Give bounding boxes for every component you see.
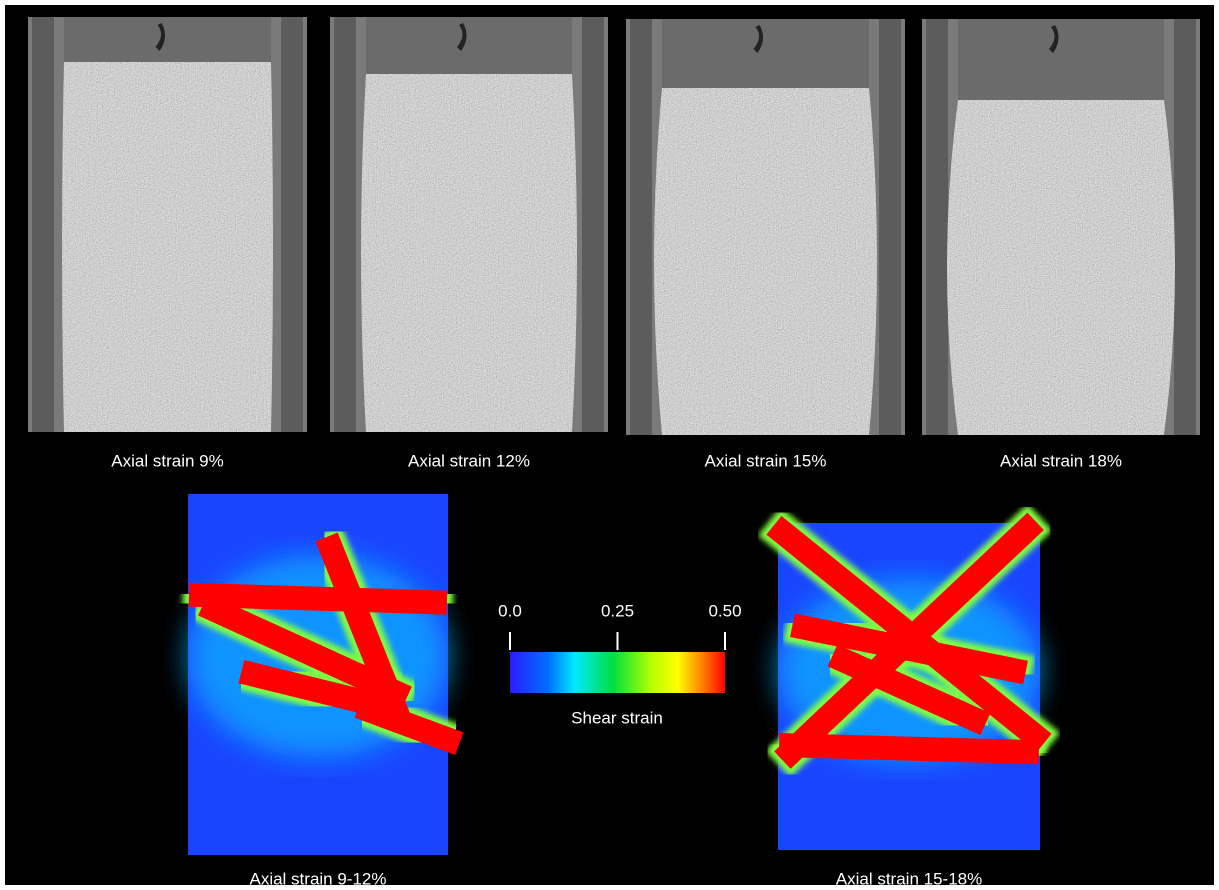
xray-side <box>582 17 604 432</box>
colorbar-label: Shear strain <box>571 708 663 727</box>
map-caption: Axial strain 15-18% <box>836 869 982 888</box>
grip <box>662 19 869 88</box>
strain-band <box>791 745 1027 752</box>
grip <box>958 19 1164 100</box>
xray-side <box>879 19 901 435</box>
specimen <box>654 88 877 435</box>
panel-caption: Axial strain 12% <box>408 451 530 470</box>
map-caption: Axial strain 9-12% <box>249 869 386 888</box>
colorbar <box>510 652 725 693</box>
specimen <box>361 74 577 432</box>
figure: Shear strain Axial strain 9% Axial strain… <box>0 0 1219 890</box>
specimen <box>947 100 1175 435</box>
colorbar-tick-label: 0.0 <box>498 601 522 620</box>
xray-side <box>926 19 948 435</box>
xray-side <box>630 19 652 435</box>
panel-caption: Axial strain 15% <box>705 451 827 470</box>
panel-caption: Axial strain 9% <box>111 451 223 470</box>
panel-caption: Axial strain 18% <box>1000 451 1122 470</box>
xray-side <box>32 17 54 432</box>
xray-side <box>1174 19 1196 435</box>
strain-band <box>201 595 435 602</box>
colorbar-tick-label: 0.25 <box>601 601 634 620</box>
colorbar-tick-label: 0.50 <box>708 601 741 620</box>
grip <box>366 17 572 74</box>
specimen <box>62 62 273 432</box>
xray-side <box>334 17 356 432</box>
grip <box>64 17 271 62</box>
xray-side <box>281 17 303 432</box>
